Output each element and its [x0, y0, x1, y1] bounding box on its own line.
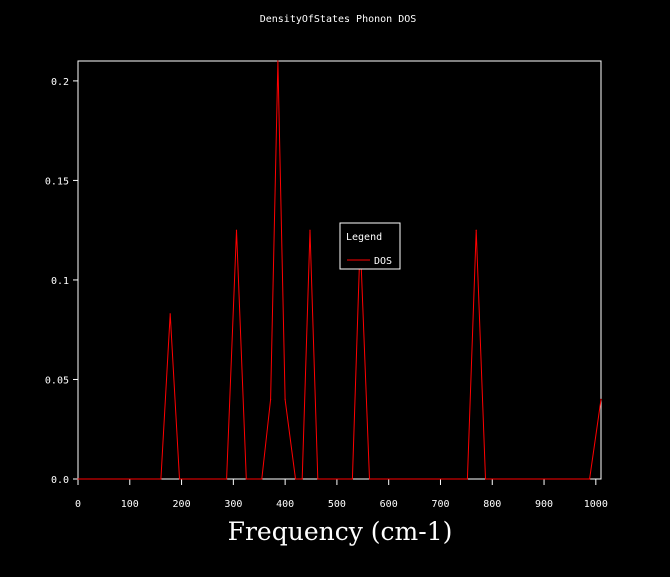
- data-point: [600, 398, 602, 400]
- y-tick-label: 0.15: [45, 176, 69, 187]
- data-point: [301, 478, 303, 480]
- data-point: [226, 478, 228, 480]
- x-tick-label: 100: [121, 499, 139, 510]
- legend-entry-dos: DOS: [374, 256, 392, 267]
- y-tick-label: 0.1: [51, 276, 69, 287]
- data-point: [178, 478, 181, 480]
- data-point: [160, 478, 162, 480]
- x-tick-label: 700: [431, 499, 449, 510]
- x-tick-label: 500: [328, 499, 346, 510]
- data-point: [245, 478, 247, 480]
- x-tick-label: 400: [276, 499, 294, 510]
- data-point: [309, 229, 311, 231]
- y-tick-label: 0.05: [45, 375, 69, 386]
- data-point: [261, 478, 263, 480]
- legend: Legend DOS: [339, 222, 401, 270]
- x-tick-label: 0: [75, 499, 81, 510]
- data-point: [235, 229, 238, 231]
- data-point: [169, 313, 171, 315]
- y-axis: 0.0 0.05 0.1 0.15 0.2: [45, 77, 78, 486]
- legend-box: [339, 222, 401, 270]
- data-point: [475, 229, 477, 231]
- data-point: [484, 478, 487, 480]
- data-point: [77, 478, 79, 480]
- data-point: [294, 478, 297, 480]
- y-tick-label: 0.0: [51, 475, 69, 486]
- data-point: [317, 478, 319, 480]
- data-point: [270, 398, 272, 400]
- y-tick-label: 0.2: [51, 77, 69, 88]
- x-tick-label: 1000: [584, 499, 608, 510]
- x-tick-label: 200: [173, 499, 191, 510]
- x-tick-label: 600: [380, 499, 398, 510]
- chart-title: DensityOfStates Phonon DOS: [260, 14, 417, 25]
- x-tick-label: 300: [224, 499, 242, 510]
- x-axis-label: Frequency (cm-1): [228, 517, 453, 546]
- x-axis: 0 100 200 300 400 500 600 700 800 900 1000: [75, 479, 608, 510]
- x-tick-label: 900: [535, 499, 553, 510]
- legend-title: Legend: [346, 232, 382, 243]
- x-tick-label: 800: [483, 499, 501, 510]
- data-point: [351, 478, 354, 480]
- data-point: [368, 478, 371, 480]
- data-point: [284, 398, 286, 400]
- data-point: [277, 60, 279, 62]
- data-point: [589, 478, 591, 480]
- data-point: [466, 478, 469, 480]
